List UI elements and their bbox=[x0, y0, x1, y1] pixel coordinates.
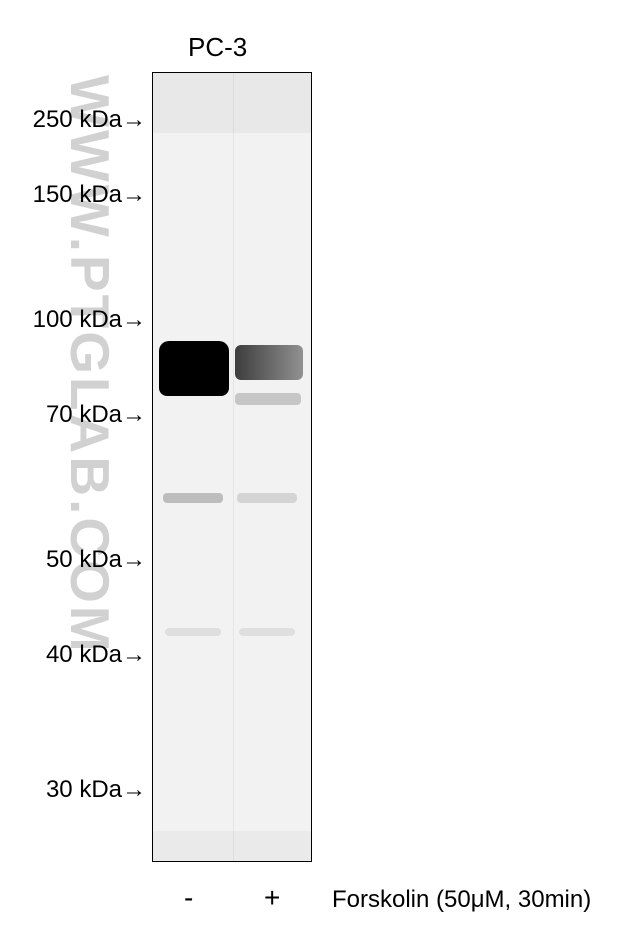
band-lane2-55kda bbox=[237, 493, 297, 503]
lane-divider bbox=[233, 73, 234, 861]
mw-marker-30: 30 kDa→ bbox=[46, 776, 146, 804]
band-lane1-55kda bbox=[163, 493, 223, 503]
mw-marker-50: 50 kDa→ bbox=[46, 546, 146, 574]
condition-plus: + bbox=[264, 882, 280, 914]
mw-marker-70: 70 kDa→ bbox=[46, 401, 146, 429]
cell-line-label: PC-3 bbox=[188, 32, 247, 63]
condition-minus: - bbox=[184, 882, 193, 914]
mw-marker-150: 150 kDa→ bbox=[33, 181, 146, 209]
band-lane2-42kda bbox=[239, 628, 295, 636]
mw-marker-40: 40 kDa→ bbox=[46, 641, 146, 669]
blot-noise-top bbox=[153, 73, 311, 133]
band-lane1-85kda bbox=[159, 341, 229, 396]
blot-noise-bottom bbox=[153, 831, 311, 861]
band-lane2-72kda bbox=[235, 393, 301, 405]
western-blot bbox=[152, 72, 312, 862]
figure-container: PC-3 WWW.PTGLAB.COM 250 kDa→ 150 kDa→ 10… bbox=[0, 0, 620, 950]
mw-marker-100: 100 kDa→ bbox=[33, 306, 146, 334]
treatment-label: Forskolin (50μM, 30min) bbox=[332, 886, 591, 914]
mw-marker-250: 250 kDa→ bbox=[33, 106, 146, 134]
band-lane2-85kda bbox=[235, 345, 303, 380]
band-lane1-42kda bbox=[165, 628, 221, 636]
